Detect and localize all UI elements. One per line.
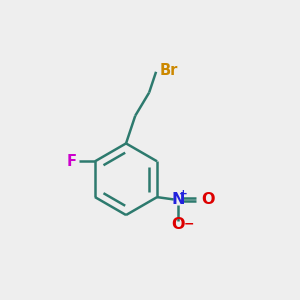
Text: −: − — [184, 217, 194, 230]
Text: F: F — [67, 154, 77, 169]
Text: O: O — [171, 217, 184, 232]
Text: O: O — [201, 192, 214, 207]
Text: Br: Br — [160, 63, 178, 78]
Text: N: N — [171, 192, 184, 207]
Text: +: + — [178, 189, 187, 199]
